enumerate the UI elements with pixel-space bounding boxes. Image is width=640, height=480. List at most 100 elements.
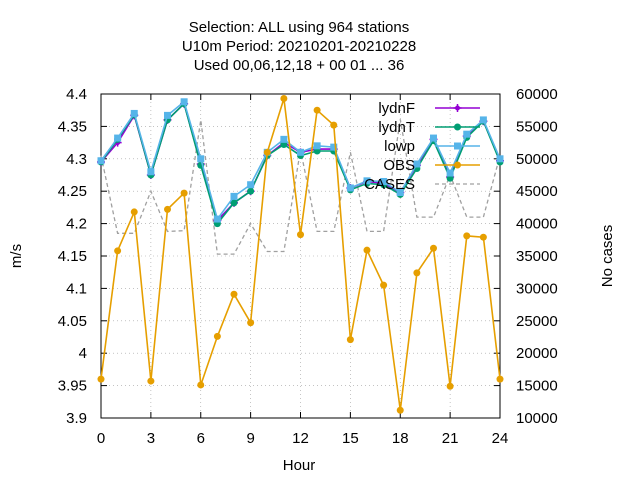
legend-entry-lydnt: lydnT [378, 119, 480, 136]
point-obs [280, 95, 288, 103]
legend-marker-obs [454, 161, 461, 169]
y-tick-label: 4.1 [66, 280, 87, 297]
title-line-3: Used 00,06,12,18 + 00 01 ... 36 [194, 57, 405, 74]
point-obs [413, 269, 421, 277]
x-tick-label: 21 [442, 430, 459, 447]
point-lowp [180, 98, 188, 106]
point-obs [263, 148, 271, 156]
point-lowp [230, 192, 238, 200]
point-lowp [114, 134, 122, 142]
y2-tick-label: 60000 [516, 86, 558, 103]
point-lowp [479, 116, 487, 124]
x-axis-label: Hour [283, 457, 316, 474]
point-obs [114, 247, 122, 255]
point-lowp [363, 177, 371, 185]
legend-entry-obs: OBS [383, 157, 480, 174]
point-lowp [413, 160, 421, 168]
legend-label-cases: CASES [364, 176, 415, 193]
series-obs [97, 95, 504, 414]
y-tick-label: 3.95 [58, 378, 87, 395]
y2-tick-label: 25000 [516, 313, 558, 330]
point-obs [496, 375, 504, 383]
y-tick-label: 4.2 [66, 216, 87, 233]
point-obs [396, 406, 404, 414]
point-obs [446, 382, 454, 390]
series-line-lydnt [100, 102, 501, 226]
point-lowp [297, 148, 304, 156]
legend-label-lydnt: lydnT [378, 119, 415, 136]
point-obs [313, 106, 321, 114]
point-lowp [346, 184, 354, 192]
point-lowp [130, 109, 138, 117]
y2-tick-label: 35000 [516, 248, 558, 265]
point-lowp [430, 134, 437, 142]
point-obs [147, 377, 155, 385]
point-lowp [396, 188, 404, 196]
point-obs [130, 208, 138, 216]
point-lydnt [247, 187, 255, 195]
grid [101, 94, 500, 418]
y2-tick-label: 15000 [516, 378, 558, 395]
y-tick-label: 4.05 [58, 313, 87, 330]
point-obs [180, 189, 188, 197]
x-tick-label: 18 [392, 430, 409, 447]
legend-entry-lowp: lowp [384, 138, 480, 155]
x-tick-label: 0 [97, 430, 105, 447]
legend-marker-lydnf-dot [455, 105, 460, 111]
y-tick-label: 4.25 [58, 183, 87, 200]
point-obs [97, 375, 105, 383]
point-obs [380, 281, 388, 289]
x-tick-label: 24 [492, 430, 509, 447]
chart-title: Selection: ALL using 964 stations U10m P… [182, 19, 416, 74]
y2-tick-label: 10000 [516, 410, 558, 427]
x-tick-label: 12 [292, 430, 309, 447]
point-obs [363, 246, 371, 254]
y-axis-label: m/s [8, 244, 25, 268]
y2-tick-label: 55000 [516, 118, 558, 135]
series-lydnt [97, 100, 504, 228]
title-line-1: Selection: ALL using 964 stations [189, 19, 409, 36]
point-lowp [313, 142, 321, 150]
y-tick-label: 3.9 [66, 410, 87, 427]
point-lowp [380, 177, 388, 185]
x-tick-label: 3 [147, 430, 155, 447]
y2-tick-label: 30000 [516, 280, 558, 297]
point-obs [330, 121, 338, 129]
point-lowp [330, 143, 338, 151]
legend-label-obs: OBS [383, 157, 415, 174]
point-obs [230, 290, 238, 298]
legend-marker-lowp [454, 142, 461, 150]
legend-marker-lydnt [454, 123, 461, 131]
legend-entry-cases: CASES [364, 176, 480, 193]
point-obs [430, 244, 437, 252]
y2-tick-label: 20000 [516, 345, 558, 362]
point-lydnt [230, 199, 238, 207]
legend-entry-lydnf: lydnF [378, 100, 480, 117]
point-obs [247, 319, 255, 327]
y-tick-label: 4 [79, 345, 87, 362]
y2-tick-label: 45000 [516, 183, 558, 200]
point-lowp [164, 111, 171, 119]
x-tick-label: 15 [342, 430, 359, 447]
title-line-2: U10m Period: 20210201-20210228 [182, 38, 416, 55]
point-lowp [280, 135, 288, 143]
point-obs [197, 381, 205, 389]
point-lowp [213, 215, 221, 223]
x-tick-label: 9 [246, 430, 254, 447]
y-tick-label: 4.4 [66, 86, 87, 103]
point-obs [463, 232, 471, 240]
series-lowp [97, 98, 504, 223]
point-obs [213, 332, 221, 340]
y-tick-label: 4.35 [58, 118, 87, 135]
y2-tick-label: 40000 [516, 216, 558, 233]
y2-axis-label: No cases [599, 225, 616, 288]
legend: lydnF lydnT lowp OBS CASES [364, 100, 480, 193]
point-obs [297, 231, 304, 239]
point-lowp [97, 157, 105, 165]
point-obs [346, 336, 354, 344]
y-tick-label: 4.3 [66, 151, 87, 168]
axes: 0 3 6 9 12 15 18 21 24 3.9 3.95 4 4.05 4.1 4.15 4.2 4.25… [58, 86, 558, 447]
y2-tick-label: 50000 [516, 151, 558, 168]
point-lowp [197, 155, 205, 163]
